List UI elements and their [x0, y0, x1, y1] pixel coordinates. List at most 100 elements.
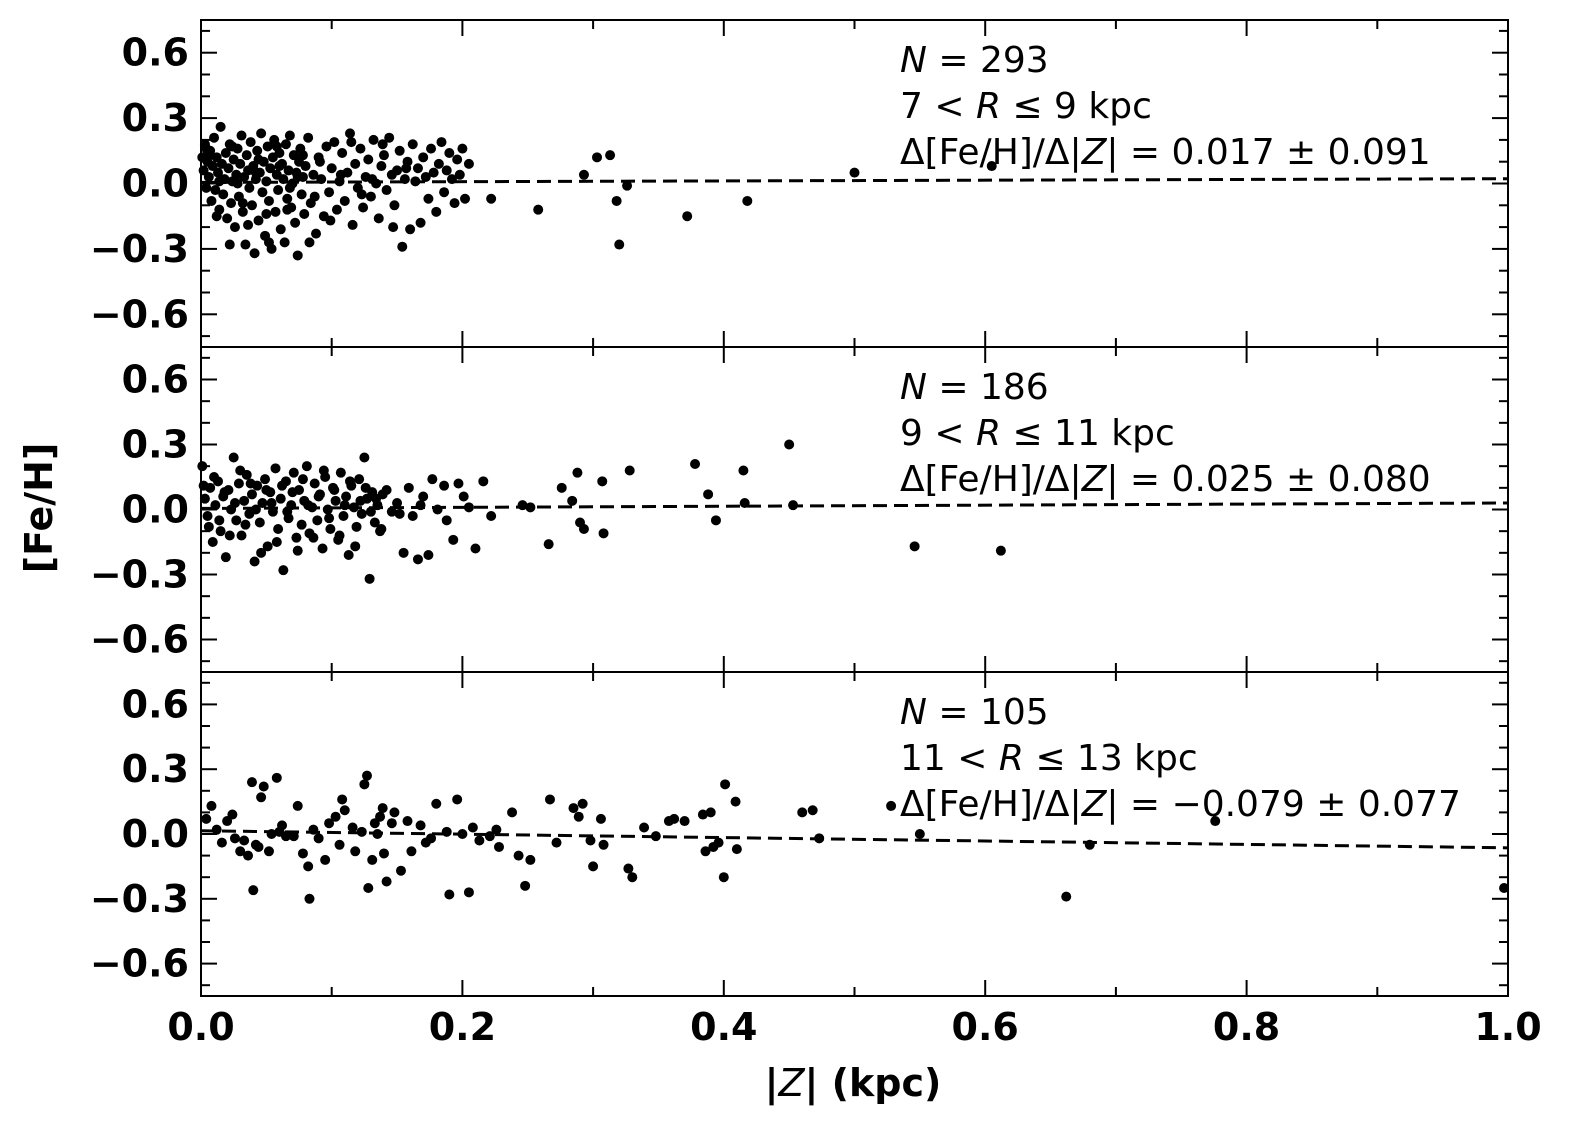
data-point	[493, 841, 504, 852]
data-point	[406, 846, 417, 857]
y-tick-label: 0.6	[122, 31, 189, 75]
panel-2: 0.6 0.3 0.0 −0.3 −0.6 N = 186 9 < R ≤ 11 kpc Δ[…	[90, 346, 1509, 673]
data-point	[245, 137, 256, 148]
data-point	[335, 467, 346, 478]
data-point	[308, 169, 319, 180]
data-point	[239, 495, 250, 506]
data-point	[454, 169, 465, 180]
data-point	[250, 167, 261, 178]
data-point	[318, 465, 329, 476]
annotation-line: N = 186	[900, 367, 1049, 408]
data-point	[211, 211, 222, 222]
data-point	[252, 145, 263, 156]
data-point	[381, 485, 392, 495]
data-point	[254, 517, 265, 528]
data-point	[324, 513, 335, 524]
data-point	[266, 498, 277, 508]
data-point	[446, 174, 457, 185]
panel-annotation: N = 105 11 < R ≤ 13 kpc Δ[Fe/H]/Δ|Z| = −0.…	[900, 692, 1461, 825]
data-point	[311, 228, 322, 239]
data-point	[395, 865, 406, 876]
data-point	[360, 482, 371, 493]
data-point	[282, 506, 293, 517]
data-point	[241, 150, 252, 161]
data-point	[243, 219, 254, 230]
data-point	[467, 822, 478, 833]
data-point	[403, 482, 414, 493]
data-point	[460, 193, 471, 204]
fit-line	[200, 829, 1509, 850]
data-point	[330, 811, 341, 822]
data-point	[355, 143, 366, 154]
data-point	[386, 818, 397, 829]
data-point	[376, 161, 387, 172]
data-point	[320, 854, 331, 865]
data-point	[849, 167, 860, 178]
data-point	[229, 222, 240, 233]
data-point	[237, 198, 248, 209]
data-point	[426, 833, 437, 844]
data-point	[275, 224, 286, 235]
x-tick-label: 0.2	[429, 1005, 496, 1049]
data-point	[279, 237, 290, 248]
data-point	[270, 206, 281, 217]
data-point	[378, 848, 389, 859]
data-point	[346, 137, 357, 148]
data-point	[214, 176, 225, 187]
data-point	[325, 524, 336, 534]
fit-line	[200, 177, 1509, 184]
data-point	[347, 219, 358, 230]
y-axis-label: [Fe/H]	[17, 443, 61, 574]
data-point	[439, 187, 450, 198]
data-point	[266, 829, 277, 839]
data-point	[288, 831, 299, 842]
data-point	[355, 495, 366, 506]
data-point	[428, 167, 439, 178]
data-point	[731, 844, 742, 855]
data-point	[292, 171, 303, 182]
data-point	[623, 863, 634, 874]
data-point	[201, 182, 212, 193]
data-point	[739, 498, 750, 508]
data-point	[292, 250, 303, 261]
data-point	[261, 176, 272, 187]
data-point	[356, 508, 367, 519]
data-point	[378, 150, 389, 161]
data-point	[386, 506, 397, 517]
data-point	[209, 132, 220, 143]
data-point	[669, 813, 680, 824]
data-point	[206, 800, 217, 811]
data-point	[376, 524, 387, 534]
data-point	[278, 174, 289, 185]
data-point	[329, 485, 340, 495]
y-tick-label: −0.6	[90, 292, 189, 336]
data-point	[211, 824, 222, 835]
data-point	[710, 515, 721, 526]
data-point	[394, 145, 405, 156]
data-point	[337, 794, 348, 805]
data-point	[788, 500, 799, 511]
data-point	[439, 480, 450, 491]
data-point	[470, 543, 481, 554]
data-point	[402, 816, 413, 827]
data-point	[513, 850, 524, 861]
data-point	[578, 169, 589, 180]
x-tick-label: 0.8	[1213, 1005, 1280, 1049]
data-point	[299, 209, 310, 220]
data-point	[381, 185, 392, 196]
data-point	[797, 807, 808, 818]
data-point	[742, 195, 753, 206]
data-point	[261, 209, 272, 220]
data-point	[572, 467, 583, 478]
annotation-line: N = 105	[900, 692, 1049, 733]
data-point	[274, 161, 285, 172]
data-point	[392, 165, 403, 176]
data-point	[256, 547, 267, 558]
data-point	[227, 809, 238, 820]
data-point	[533, 204, 544, 215]
data-point	[284, 182, 295, 193]
data-point	[223, 163, 234, 174]
panel-annotation: N = 186 9 < R ≤ 11 kpc Δ[Fe/H]/Δ|Z| = 0.02…	[900, 367, 1431, 500]
data-point	[491, 824, 502, 835]
